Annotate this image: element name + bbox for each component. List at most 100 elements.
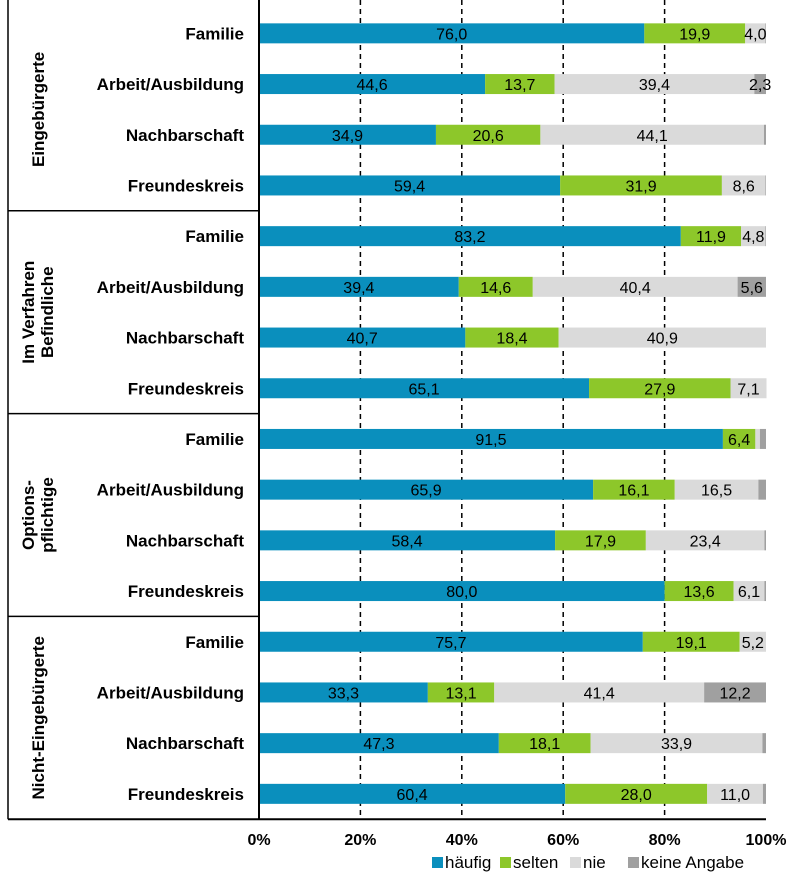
group-label-line: Im Verfahren [19, 261, 38, 364]
category-label: Arbeit/Ausbildung [97, 278, 244, 297]
bar-1-2-häufig [259, 327, 466, 348]
bar-0-1-nie [554, 74, 755, 95]
bar-3-1-selten [427, 682, 495, 703]
category-label: Arbeit/Ausbildung [97, 75, 244, 94]
category-label: Familie [185, 633, 244, 652]
bar-0-0-keine-Angabe [765, 23, 766, 44]
bar-0-1-häufig [259, 74, 486, 95]
data-label-1-0-0: 83,2 [454, 229, 485, 246]
data-label-3-3-1: 28,0 [621, 787, 652, 804]
bar-0-1-keine-Angabe [754, 74, 766, 95]
group-label: Nicht-Eingebürgerte [29, 636, 48, 799]
bar-2-1-selten [593, 479, 675, 500]
data-label-1-0-2: 4,8 [742, 229, 764, 246]
data-label-0-1-3: 2,3 [749, 77, 771, 94]
legend-label: selten [513, 853, 558, 872]
data-label-1-2-1: 18,4 [496, 331, 527, 348]
bar-3-3-selten [565, 783, 708, 804]
bar-2-1-häufig [259, 479, 594, 500]
bar-3-0-selten [642, 631, 740, 652]
data-label-2-0-1: 6,4 [728, 432, 750, 449]
bar-0-2-keine-Angabe [763, 124, 766, 145]
legend-swatch-keine-Angabe [628, 857, 639, 868]
data-label-2-0-0: 91,5 [475, 432, 506, 449]
bar-1-1-nie [532, 276, 738, 297]
data-label-1-3-2: 7,1 [737, 381, 759, 398]
data-label-1-2-2: 40,9 [647, 331, 678, 348]
data-label-0-0-2: 4,0 [744, 26, 766, 43]
bar-3-1-häufig [259, 682, 428, 703]
bar-2-3-selten [664, 581, 734, 602]
bar-1-2-selten [465, 327, 559, 348]
data-label-0-1-1: 13,7 [504, 77, 535, 94]
category-label: Familie [185, 227, 244, 246]
category-label: Freundeskreis [128, 582, 244, 601]
bar-0-2-nie [540, 124, 764, 145]
bar-1-1-keine-Angabe [737, 276, 766, 297]
bar-2-2-keine-Angabe [764, 530, 766, 551]
x-tick-label: 0% [247, 832, 270, 849]
bar-3-0-nie [739, 631, 766, 652]
category-label: Familie [185, 430, 244, 449]
bar-3-2-selten [498, 733, 591, 754]
data-label-1-1-3: 5,6 [741, 280, 763, 297]
category-label: Freundeskreis [128, 785, 244, 804]
data-label-0-3-1: 31,9 [625, 178, 656, 195]
bar-0-0-häufig [259, 23, 645, 44]
category-label: Nachbarschaft [126, 126, 244, 145]
bar-3-3-nie [707, 783, 763, 804]
legend-label: häufig [445, 853, 491, 872]
axes: 0% 20% 40% 60% 80% 100% [7, 0, 786, 849]
data-label-3-1-0: 33,3 [328, 685, 359, 702]
data-label-2-2-0: 58,4 [391, 533, 422, 550]
legend: häufig selten nie keine Angabe [432, 853, 744, 872]
bar-2-2-nie [645, 530, 765, 551]
bar-0-0-nie [745, 23, 766, 44]
bars-layer [259, 23, 767, 804]
category-label: Nachbarschaft [126, 329, 244, 348]
data-label-3-2-2: 33,9 [661, 736, 692, 753]
data-label-2-3-2: 6,1 [738, 584, 760, 601]
data-label-0-1-2: 39,4 [639, 77, 670, 94]
bar-1-3-nie [730, 378, 767, 399]
bar-3-0-häufig [259, 631, 643, 652]
category-label: Arbeit/Ausbildung [97, 683, 244, 702]
data-label-1-1-1: 14,6 [480, 280, 511, 297]
bar-1-2-nie [558, 327, 766, 348]
data-label-3-3-2: 11,0 [720, 787, 750, 804]
data-label-3-2-1: 18,1 [529, 736, 560, 753]
group-label-line: Nicht-Eingebürgerte [29, 636, 48, 799]
data-label-3-1-1: 13,1 [445, 685, 476, 702]
group-label: Im VerfahrenBefindliche [19, 261, 57, 364]
bar-0-2-selten [435, 124, 541, 145]
data-label-2-3-0: 80,0 [446, 584, 477, 601]
data-label-1-3-1: 27,9 [644, 381, 675, 398]
legend-swatch-häufig [432, 857, 443, 868]
data-label-2-1-2: 16,5 [701, 483, 732, 500]
bar-1-3-selten [589, 378, 731, 399]
group-label-line: Options- [19, 480, 38, 550]
bar-3-1-nie [494, 682, 705, 703]
x-tick-label: 20% [344, 832, 376, 849]
bar-3-3-keine-Angabe [762, 783, 766, 804]
data-label-2-1-0: 65,9 [410, 483, 441, 500]
bar-2-0-nie [755, 428, 760, 449]
category-label: Freundeskreis [128, 379, 244, 398]
bar-2-0-selten [722, 428, 756, 449]
bar-3-2-keine-Angabe [762, 733, 766, 754]
bar-2-2-häufig [259, 530, 556, 551]
bar-2-1-nie [674, 479, 759, 500]
data-label-0-2-1: 20,6 [473, 128, 504, 145]
bar-3-1-keine-Angabe [704, 682, 766, 703]
data-label-3-0-2: 5,2 [742, 635, 764, 652]
labels-layer: 76,0 19,9 4,0 Familie 44,6 13,7 39,4 2,3 Arbeit/… [19, 24, 771, 804]
data-label-3-0-0: 75,7 [435, 635, 466, 652]
bar-0-3-keine-Angabe [765, 175, 766, 196]
data-label-1-1-2: 40,4 [620, 280, 651, 297]
bar-0-0-selten [644, 23, 746, 44]
bar-3-2-häufig [259, 733, 499, 754]
group-label-line: Befindliche [38, 266, 57, 358]
bar-0-3-selten [560, 175, 722, 196]
data-label-3-1-2: 41,4 [584, 685, 615, 702]
